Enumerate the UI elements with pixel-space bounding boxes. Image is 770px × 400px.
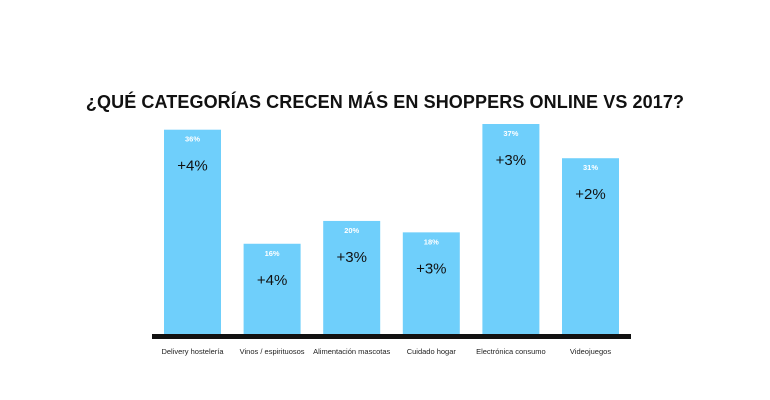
bar <box>243 243 301 335</box>
bar-growth-label: +3% <box>496 152 526 169</box>
bar <box>164 129 221 335</box>
bar <box>402 232 460 335</box>
bar-value-label: 20% <box>344 226 359 235</box>
bar-value-label: 31% <box>583 163 598 172</box>
category-tick-label: Videojuegos <box>570 347 611 356</box>
category-tick-label: Alimentación mascotas <box>313 347 390 356</box>
bar-growth-label: +4% <box>257 272 287 289</box>
bar <box>562 158 619 335</box>
category-tick-label: Electrónica consumo <box>476 347 546 356</box>
chart-title: ¿QUÉ CATEGORÍAS CRECEN MÁS EN SHOPPERS O… <box>85 92 685 112</box>
bar <box>482 124 540 335</box>
category-tick-label: Delivery hostelería <box>161 347 224 356</box>
x-axis-baseline <box>152 334 631 339</box>
bar-value-label: 37% <box>503 129 518 138</box>
category-tick-label: Vinos / espirituosos <box>240 347 305 356</box>
bar-value-label: 36% <box>185 135 200 144</box>
bar-value-label: 16% <box>265 249 280 258</box>
bar-growth-label: +3% <box>336 249 366 266</box>
bar-value-label: 18% <box>424 237 439 246</box>
category-tick-label: Cuidado hogar <box>407 347 457 356</box>
bar-growth-label: +4% <box>177 158 207 175</box>
bar-growth-label: +2% <box>575 186 605 203</box>
bar-growth-label: +3% <box>416 260 446 277</box>
bar <box>323 220 381 335</box>
